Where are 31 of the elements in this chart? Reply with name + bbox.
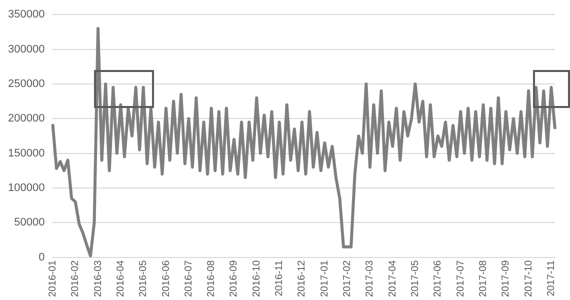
y-tick-label: 200000 — [8, 112, 45, 125]
x-tick-label: 2017-08 — [478, 260, 489, 298]
x-tick-label: 2016-08 — [206, 260, 218, 298]
x-tick-label: 2017-03 — [364, 260, 376, 298]
x-tick-label: 2017-10 — [523, 260, 534, 298]
x-tick-label: 2017-01 — [319, 260, 330, 298]
x-tick-label: 2017-11 — [546, 260, 557, 296]
y-tick-label: 350000 — [8, 8, 45, 21]
y-tick-label: 300000 — [8, 43, 45, 56]
x-tick-label: 2017-07 — [455, 260, 466, 298]
x-tick-label: 2016-01 — [47, 260, 58, 298]
y-tick-label: 100000 — [8, 182, 45, 194]
x-tick-label: 2016-10 — [251, 260, 262, 298]
x-tick-label: 2016-07 — [183, 260, 194, 298]
y-tick-label: 50000 — [14, 216, 45, 229]
x-tick-label: 2016-04 — [115, 260, 126, 298]
y-tick-label: 150000 — [8, 147, 45, 160]
y-tick-label: 250000 — [8, 78, 45, 90]
x-tick-label: 2016-09 — [228, 260, 240, 298]
x-tick-label: 2016-03 — [92, 260, 104, 298]
x-tick-label: 2016-12 — [296, 260, 308, 298]
y-tick-label: 0 — [38, 251, 45, 264]
x-tick-label: 2017-02 — [342, 260, 354, 298]
x-tick-label: 2016-06 — [160, 260, 172, 298]
x-tick-label: 2017-06 — [432, 260, 444, 298]
x-tick-label: 2016-05 — [138, 260, 150, 298]
x-tick-label: 2017-05 — [410, 260, 422, 298]
x-tick-label: 2017-09 — [500, 260, 512, 298]
x-tick-label: 2016-11 — [274, 260, 286, 296]
x-tick-label: 2017-04 — [387, 260, 398, 298]
x-tick-label: 2016-02 — [70, 260, 82, 298]
